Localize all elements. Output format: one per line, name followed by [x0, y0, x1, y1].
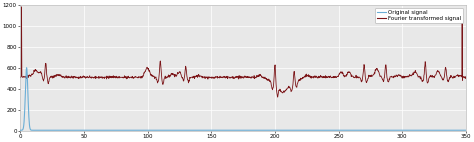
Legend: Original signal, Fourier transformed signal: Original signal, Fourier transformed sig… [375, 8, 463, 23]
